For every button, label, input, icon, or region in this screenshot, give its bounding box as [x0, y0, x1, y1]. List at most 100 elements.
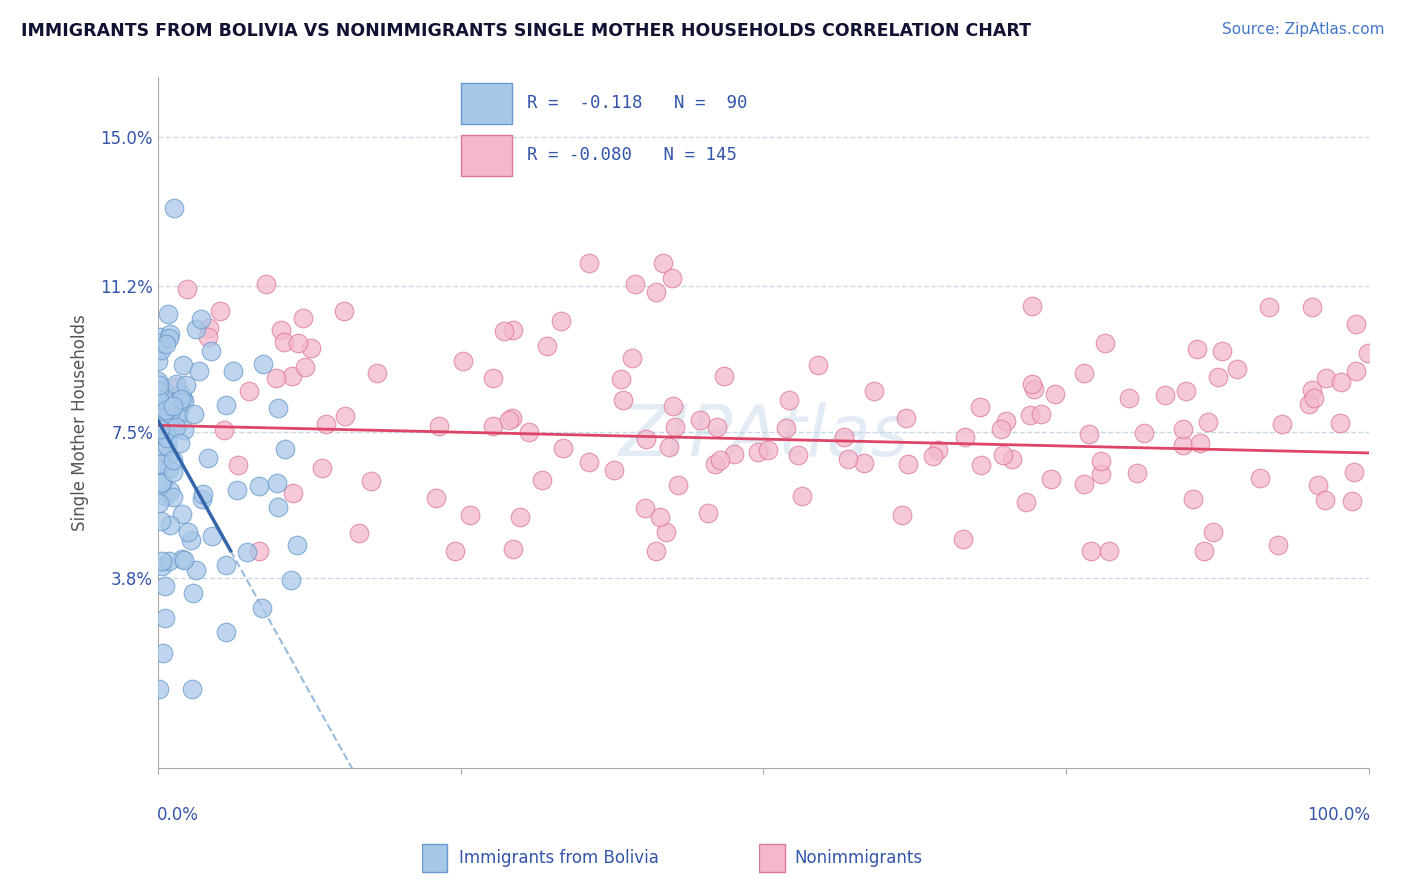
- Point: [1315, 371, 1337, 385]
- Point: [249, 543, 271, 558]
- Point: [644, 285, 666, 299]
- Point: [1185, 343, 1208, 357]
- Point: [1343, 465, 1365, 479]
- Point: [155, 403, 177, 417]
- Point: [183, 586, 205, 600]
- Point: [969, 458, 991, 472]
- Point: [652, 256, 675, 270]
- Point: [280, 369, 302, 384]
- Point: [273, 334, 295, 349]
- Point: [1043, 386, 1066, 401]
- Point: [170, 507, 193, 521]
- Point: [157, 462, 180, 476]
- Point: [155, 489, 177, 503]
- Point: [1173, 422, 1195, 436]
- Text: Nonimmigrants: Nonimmigrants: [794, 849, 922, 867]
- Point: [281, 486, 304, 500]
- Point: [697, 506, 720, 520]
- Point: [236, 545, 259, 559]
- Point: [172, 359, 194, 373]
- Point: [222, 364, 245, 378]
- Point: [156, 439, 179, 453]
- Point: [187, 364, 209, 378]
- Point: [215, 398, 238, 412]
- Point: [360, 474, 382, 488]
- Point: [832, 430, 855, 444]
- Point: [180, 533, 202, 548]
- Point: [170, 387, 193, 401]
- Point: [181, 681, 204, 696]
- Point: [689, 413, 711, 427]
- Point: [333, 304, 356, 318]
- Point: [1090, 454, 1112, 468]
- Point: [315, 417, 337, 431]
- Point: [153, 417, 176, 431]
- Point: [155, 337, 177, 351]
- Point: [159, 326, 181, 341]
- Point: [1118, 391, 1140, 405]
- Text: IMMIGRANTS FROM BOLIVIA VS NONIMMIGRANTS SINGLE MOTHER HOUSEHOLDS CORRELATION CH: IMMIGRANTS FROM BOLIVIA VS NONIMMIGRANTS…: [21, 22, 1031, 40]
- Point: [451, 353, 474, 368]
- Point: [148, 496, 170, 510]
- Point: [157, 331, 180, 345]
- Point: [274, 442, 297, 456]
- Text: Immigrants from Bolivia: Immigrants from Bolivia: [458, 849, 659, 867]
- Point: [969, 400, 991, 414]
- Point: [536, 339, 558, 353]
- Point: [163, 201, 186, 215]
- Point: [709, 452, 731, 467]
- Point: [173, 424, 195, 438]
- Point: [427, 419, 450, 434]
- Point: [1154, 388, 1177, 402]
- Point: [1346, 318, 1368, 332]
- Point: [226, 458, 249, 472]
- Point: [146, 393, 169, 408]
- Text: 100.0%: 100.0%: [1308, 805, 1369, 823]
- Point: [991, 448, 1014, 462]
- Point: [458, 508, 481, 522]
- Point: [162, 453, 184, 467]
- Point: [890, 508, 912, 522]
- Point: [159, 406, 181, 420]
- Point: [530, 473, 553, 487]
- Point: [482, 371, 505, 385]
- FancyBboxPatch shape: [422, 844, 447, 872]
- Point: [1098, 543, 1121, 558]
- Point: [578, 256, 600, 270]
- Point: [177, 524, 200, 539]
- Point: [1202, 524, 1225, 539]
- Point: [661, 271, 683, 285]
- Point: [280, 573, 302, 587]
- Point: [1226, 362, 1249, 376]
- Point: [159, 484, 181, 499]
- Point: [267, 401, 290, 415]
- Point: [896, 410, 918, 425]
- Point: [655, 525, 678, 540]
- Text: Source: ZipAtlas.com: Source: ZipAtlas.com: [1222, 22, 1385, 37]
- Text: ZIPAtlas: ZIPAtlas: [619, 402, 908, 471]
- Point: [1330, 376, 1353, 390]
- Point: [492, 324, 515, 338]
- Point: [165, 420, 187, 434]
- Point: [1133, 425, 1156, 440]
- Point: [990, 422, 1012, 436]
- Point: [156, 307, 179, 321]
- Point: [226, 483, 249, 498]
- Point: [1073, 476, 1095, 491]
- Point: [1021, 299, 1043, 313]
- Point: [299, 342, 322, 356]
- Point: [1125, 467, 1147, 481]
- Point: [1021, 377, 1043, 392]
- Point: [153, 579, 176, 593]
- Point: [172, 551, 194, 566]
- Point: [193, 487, 215, 501]
- Point: [148, 374, 170, 388]
- Point: [186, 322, 208, 336]
- Point: [347, 525, 370, 540]
- Point: [162, 491, 184, 505]
- Point: [1022, 382, 1045, 396]
- Point: [1306, 478, 1329, 492]
- Point: [658, 440, 681, 454]
- Point: [201, 528, 224, 542]
- Point: [186, 563, 208, 577]
